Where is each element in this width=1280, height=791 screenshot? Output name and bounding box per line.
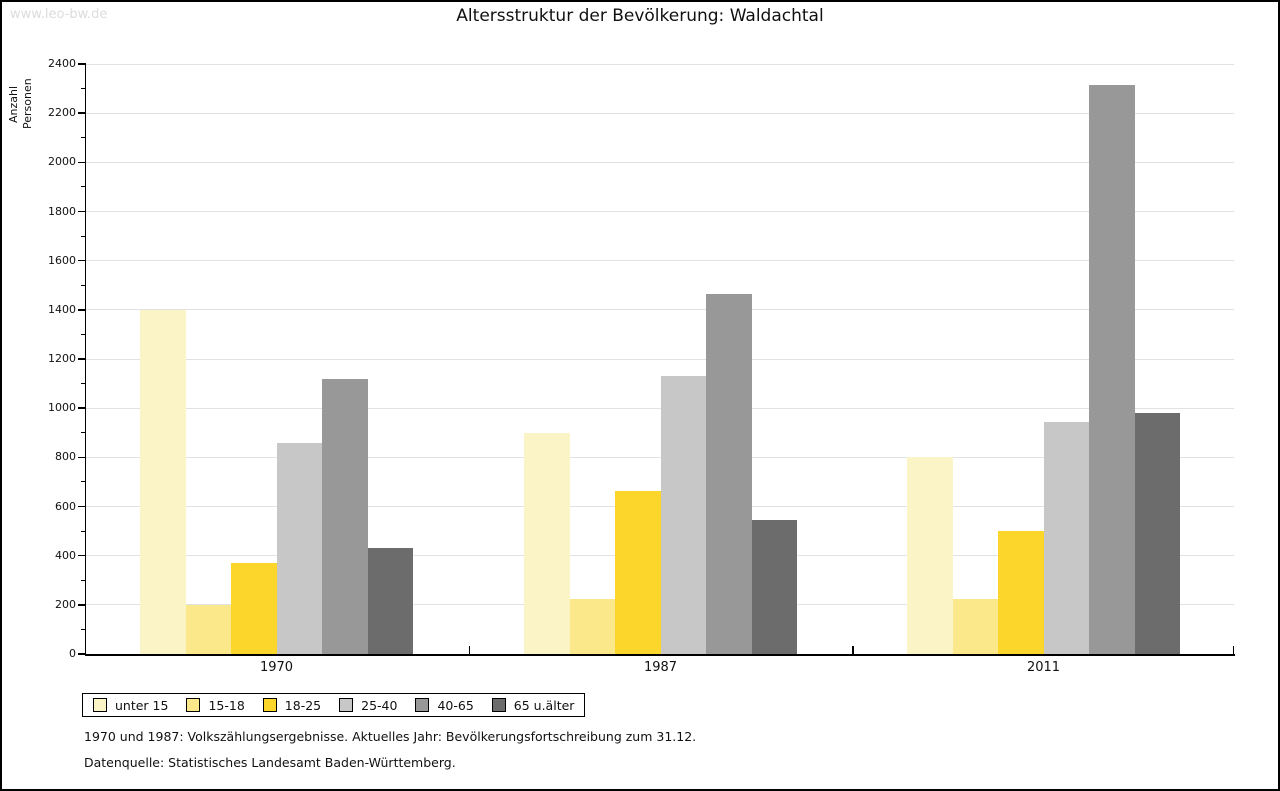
y-minor-tick-1900: [81, 186, 86, 188]
y-minor-tick-700: [81, 481, 86, 483]
y-tick-label-2200: 2200: [48, 106, 76, 120]
legend-item-15-18: 15-18: [186, 697, 245, 713]
legend-swatch-unter-15: [93, 698, 107, 712]
gridline-1400: [86, 309, 1234, 311]
gridline-2400: [86, 63, 1234, 65]
y-tick-label-2400: 2400: [48, 57, 76, 70]
legend-swatch-25-40: [339, 698, 354, 712]
gridline-2000: [86, 161, 1234, 163]
x-boundary-tick-1: [852, 646, 854, 654]
legend-swatch-65-u-lter: [491, 698, 506, 712]
y-tick-label-200: 200: [55, 597, 76, 611]
y-tick-1000: [78, 407, 86, 409]
y-tick-400: [78, 554, 86, 557]
bar-18-25-2011: [998, 531, 1044, 654]
y-tick-1600: [78, 259, 86, 262]
legend-label-unter-15: unter 15: [115, 697, 169, 713]
y-tick-0: [78, 653, 86, 655]
y-tick-label-1200: 1200: [48, 352, 76, 365]
gridline-800: [86, 456, 1234, 458]
chart-title: Altersstruktur der Bevölkerung: Waldacht…: [456, 6, 824, 26]
plot-area: 0 200 400 600 800 1000 1200 1400 1600 1800 2000 220…: [48, 58, 1235, 675]
x-axis-line: [84, 654, 1235, 656]
x-category-label-1970: 1970: [259, 660, 294, 675]
y-tick-200: [78, 604, 86, 606]
y-tick-600: [78, 505, 86, 508]
gridline-1600: [86, 260, 1234, 262]
legend-item-18-25: 18-25: [262, 697, 322, 713]
bar-40-65-1970: [322, 378, 368, 654]
legend-label-40-65: 40-65: [437, 697, 474, 713]
bar-65-u-lter-1970: [367, 548, 413, 654]
legend: unter 15 15-18 18-25 25-40 40-65 65 u.älter: [82, 693, 586, 717]
y-tick-800: [78, 456, 86, 459]
bar-65-u-lter-2011: [1134, 413, 1180, 654]
y-minor-tick-300: [81, 579, 86, 581]
bar-25-40-1987: [660, 376, 706, 654]
bar-15-18-2011: [952, 598, 998, 654]
bar-18-25-1987: [615, 490, 661, 654]
legend-label-18-25: 18-25: [284, 697, 322, 713]
legend-swatch-18-25: [262, 698, 277, 712]
y-tick-1400: [78, 309, 86, 311]
y-tick-label-600: 600: [55, 499, 76, 513]
bar-40-65-1987: [706, 293, 752, 654]
legend-item-65-u-lter: 65 u.älter: [491, 697, 575, 713]
y-axis-line: [84, 64, 86, 656]
y-minor-tick-500: [81, 530, 86, 532]
bar-unter-15-1970: [140, 309, 186, 654]
bar-18-25-1970: [231, 563, 277, 654]
legend-item-25-40: 25-40: [339, 698, 397, 713]
x-category-label-2011: 2011: [1026, 660, 1061, 675]
footnote-dataquelle: Datenquelle: Statistisches Landesamt Bad…: [84, 755, 456, 770]
watermark: www.leo-bw.de: [10, 7, 108, 22]
bar-unter-15-2011: [907, 457, 953, 654]
y-tick-2000: [78, 161, 86, 164]
bar-15-18-1970: [185, 604, 231, 654]
bar-40-65-2011: [1089, 84, 1135, 654]
y-tick-label-1800: 1800: [48, 204, 76, 218]
y-minor-tick-900: [81, 432, 86, 434]
legend-label-65-u-lter: 65 u.älter: [513, 697, 575, 713]
y-tick-label-800: 800: [55, 450, 76, 464]
x-boundary-tick-2: [1232, 646, 1234, 654]
bar-65-u-lter-1987: [751, 520, 797, 654]
gridline-1000: [86, 407, 1234, 409]
gridline-1800: [86, 211, 1234, 212]
y-minor-tick-2100: [81, 137, 86, 139]
legend-swatch-40-65: [415, 698, 430, 712]
y-axis-title: Anzahl Personen: [7, 78, 34, 130]
y-tick-label-400: 400: [55, 548, 76, 562]
legend-item-40-65: 40-65: [415, 697, 474, 713]
y-tick-1200: [78, 358, 86, 360]
bar-15-18-1987: [569, 598, 615, 654]
x-category-label-1987: 1987: [643, 660, 678, 675]
y-minor-tick-1700: [81, 235, 86, 237]
bar-unter-15-1987: [524, 432, 570, 654]
y-tick-label-0: 0: [69, 647, 76, 660]
y-minor-tick-2300: [81, 88, 86, 90]
y-tick-label-1400: 1400: [48, 302, 76, 316]
bar-25-40-1970: [276, 442, 322, 654]
y-tick-2400: [78, 63, 86, 65]
footnote-sources: 1970 und 1987: Volkszählungsergebnisse. …: [84, 729, 697, 744]
y-minor-tick-1500: [81, 284, 86, 286]
y-tick-2200: [78, 112, 86, 114]
legend-label-25-40: 25-40: [361, 697, 398, 713]
legend-swatch-15-18: [186, 698, 201, 712]
y-tick-label-1000: 1000: [48, 401, 76, 415]
gridline-1200: [86, 358, 1234, 360]
legend-label-15-18: 15-18: [208, 697, 245, 713]
y-tick-1800: [78, 210, 86, 213]
y-tick-label-2000: 2000: [48, 155, 76, 169]
y-minor-tick-1300: [81, 333, 86, 335]
y-minor-tick-1100: [81, 383, 86, 385]
y-tick-label-1600: 1600: [48, 253, 76, 267]
x-boundary-tick-0: [468, 646, 470, 654]
y-minor-tick-100: [81, 628, 86, 630]
bar-25-40-2011: [1043, 421, 1089, 654]
gridline-2200: [86, 112, 1234, 114]
legend-item-unter-15: unter 15: [93, 698, 168, 713]
